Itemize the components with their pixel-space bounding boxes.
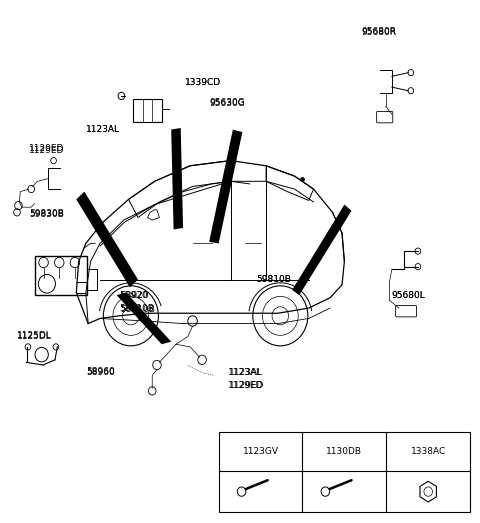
Bar	[35, 256, 87, 295]
Text: 1123AL: 1123AL	[228, 368, 263, 377]
Text: 1129ED: 1129ED	[228, 381, 264, 390]
Text: 95680R: 95680R	[361, 28, 396, 37]
Text: 1129ED: 1129ED	[29, 144, 64, 153]
Text: 58910B: 58910B	[120, 304, 155, 314]
Bar	[87, 269, 96, 290]
Polygon shape	[209, 130, 242, 243]
Text: 1123AL: 1123AL	[86, 125, 120, 134]
Text: 1123GV: 1123GV	[242, 447, 278, 456]
Text: 58920: 58920	[119, 291, 148, 300]
Text: 1125DL: 1125DL	[17, 332, 52, 341]
Text: 1338AC: 1338AC	[410, 447, 446, 456]
Text: 58910B: 58910B	[119, 303, 154, 313]
Text: 59810B: 59810B	[257, 275, 291, 284]
Text: 59830B: 59830B	[29, 209, 64, 218]
Polygon shape	[76, 191, 138, 287]
Bar	[219, 432, 470, 513]
Text: 95680R: 95680R	[361, 27, 396, 36]
Text: 95680L: 95680L	[392, 291, 426, 300]
Text: 58960: 58960	[86, 368, 115, 377]
Text: 1129ED: 1129ED	[228, 381, 264, 390]
Text: 95680L: 95680L	[392, 291, 426, 300]
Text: 1123AL: 1123AL	[86, 125, 120, 134]
Text: 1130DB: 1130DB	[326, 447, 362, 456]
Text: 58920: 58920	[120, 291, 149, 300]
Polygon shape	[292, 204, 351, 295]
Text: 59830B: 59830B	[29, 210, 64, 220]
Text: 1123AL: 1123AL	[228, 368, 262, 377]
Text: 95630G: 95630G	[209, 98, 245, 107]
Text: 59810B: 59810B	[257, 275, 291, 284]
Text: 58960: 58960	[86, 367, 115, 376]
Polygon shape	[171, 128, 183, 230]
Text: 95630G: 95630G	[209, 99, 245, 108]
Polygon shape	[117, 292, 171, 344]
Text: 1129ED: 1129ED	[29, 146, 64, 155]
Text: 1339CD: 1339CD	[185, 78, 222, 87]
Text: 1125DL: 1125DL	[17, 331, 52, 340]
Text: 1339CD: 1339CD	[185, 78, 222, 87]
Bar	[133, 98, 162, 122]
